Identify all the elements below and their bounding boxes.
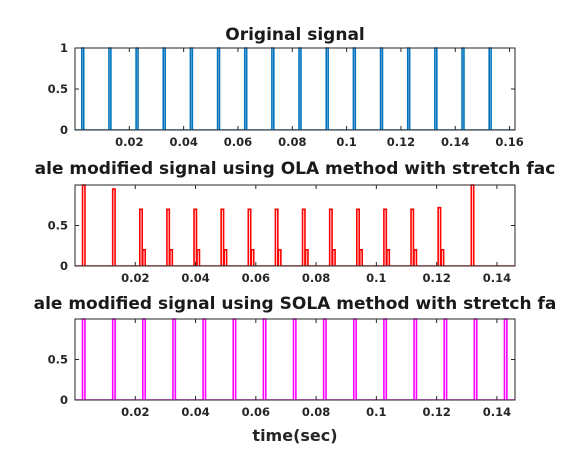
subplot-title: Original signal	[225, 25, 365, 45]
pulse-mark	[262, 319, 266, 400]
x-tick-label: 0.04	[181, 405, 209, 419]
plot-area	[75, 319, 515, 400]
x-tick-label: 0.1	[366, 271, 386, 285]
x-tick-label: 0.08	[302, 271, 330, 285]
pulse-mark	[202, 319, 206, 400]
subplot-3: 0.02 0.04 0.06 0.08 0.1 0.12 0.14 0 0.5 ale modif…	[34, 294, 557, 419]
pulse-mark	[112, 189, 116, 266]
pulse-mark	[434, 48, 438, 130]
pulse-mark	[503, 319, 507, 400]
x-tick-label: 0.14	[483, 405, 511, 419]
pulse-mark	[325, 48, 329, 130]
x-tick-label: 0.12	[387, 135, 415, 149]
pulse-mark	[298, 48, 302, 130]
pulse-mark	[323, 319, 327, 400]
pulse-mark	[353, 319, 357, 400]
x-tick-label: 0.04	[169, 135, 197, 149]
x-tick-label: 0.1	[366, 405, 386, 419]
pulse-mark	[82, 185, 86, 266]
pulse-mark	[461, 48, 465, 130]
pulse-mark	[169, 250, 173, 266]
pulse-mark	[443, 319, 447, 400]
pulse-mark	[277, 250, 281, 266]
subplots: 0.02 0.04 0.06 0.08 0.1 0.12 0.14 0.16 0 0.5 1 Orig…	[34, 25, 557, 419]
x-tick-label: 0.1	[336, 135, 356, 149]
pulse-mark	[413, 250, 417, 266]
pulse-mark	[440, 250, 444, 266]
x-tick-label: 0.08	[302, 405, 330, 419]
y-tick-label: 0	[60, 259, 68, 273]
pulse-mark	[470, 185, 474, 266]
y-tick-label: 0	[60, 393, 68, 407]
y-tick-label: 0.5	[48, 219, 68, 233]
pulse-mark	[250, 250, 254, 266]
x-tick-label: 0.06	[224, 135, 252, 149]
pulse-mark	[108, 48, 112, 130]
pulse-mark	[271, 48, 275, 130]
x-tick-label: 0.12	[422, 405, 450, 419]
pulse-mark	[142, 250, 146, 266]
series-group	[75, 184, 515, 266]
pulse-mark	[413, 319, 417, 400]
pulse-mark	[142, 319, 146, 400]
pulse-mark	[359, 250, 363, 266]
y-tick-label: 1	[60, 41, 68, 55]
subplot-1: 0.02 0.04 0.06 0.08 0.1 0.12 0.14 0.16 0 0.5 1 Orig…	[48, 25, 524, 149]
pulse-mark	[232, 319, 236, 400]
subplot-title: ale modified signal using SOLA method wi…	[34, 294, 557, 314]
pulse-mark	[81, 48, 85, 130]
pulse-mark	[383, 319, 387, 400]
pulse-mark	[217, 48, 221, 130]
y-tick-label: 0.5	[48, 82, 68, 96]
y-tick-label: 0.5	[48, 353, 68, 367]
pulse-mark	[488, 48, 492, 130]
series-line-1	[75, 184, 515, 266]
x-axis-label: time(sec)	[252, 426, 337, 445]
y-tick-label: 0	[60, 123, 68, 137]
x-tick-label: 0.06	[242, 271, 270, 285]
x-tick-label: 0.16	[495, 135, 523, 149]
x-tick-label: 0.14	[441, 135, 469, 149]
pulse-mark	[135, 48, 139, 130]
pulse-mark	[292, 319, 296, 400]
x-tick-label: 0.02	[115, 135, 143, 149]
x-tick-label: 0.02	[121, 271, 149, 285]
pulse-mark	[380, 48, 384, 130]
pulse-mark	[305, 250, 309, 266]
pulse-mark	[473, 319, 477, 400]
pulse-mark	[196, 250, 200, 266]
x-tick-label: 0.14	[483, 271, 511, 285]
x-tick-label: 0.06	[242, 405, 270, 419]
pulse-mark	[172, 319, 176, 400]
pulse-mark	[82, 319, 86, 400]
pulse-mark	[386, 250, 390, 266]
pulse-mark	[112, 319, 116, 400]
plot-area	[75, 48, 515, 130]
x-tick-label: 0.08	[278, 135, 306, 149]
pulse-mark	[244, 48, 248, 130]
pulse-mark	[189, 48, 193, 130]
pulse-mark	[352, 48, 356, 130]
pulse-mark	[407, 48, 411, 130]
subplot-2: 0.02 0.04 0.06 0.08 0.1 0.12 0.14 0 0.5 ale modif…	[35, 159, 556, 285]
pulse-mark	[162, 48, 166, 130]
pulse-mark	[332, 250, 336, 266]
subplot-title: ale modified signal using OLA method wit…	[35, 159, 556, 179]
x-tick-label: 0.04	[181, 271, 209, 285]
pulse-mark	[223, 250, 227, 266]
x-tick-label: 0.02	[121, 405, 149, 419]
x-tick-label: 0.12	[422, 271, 450, 285]
